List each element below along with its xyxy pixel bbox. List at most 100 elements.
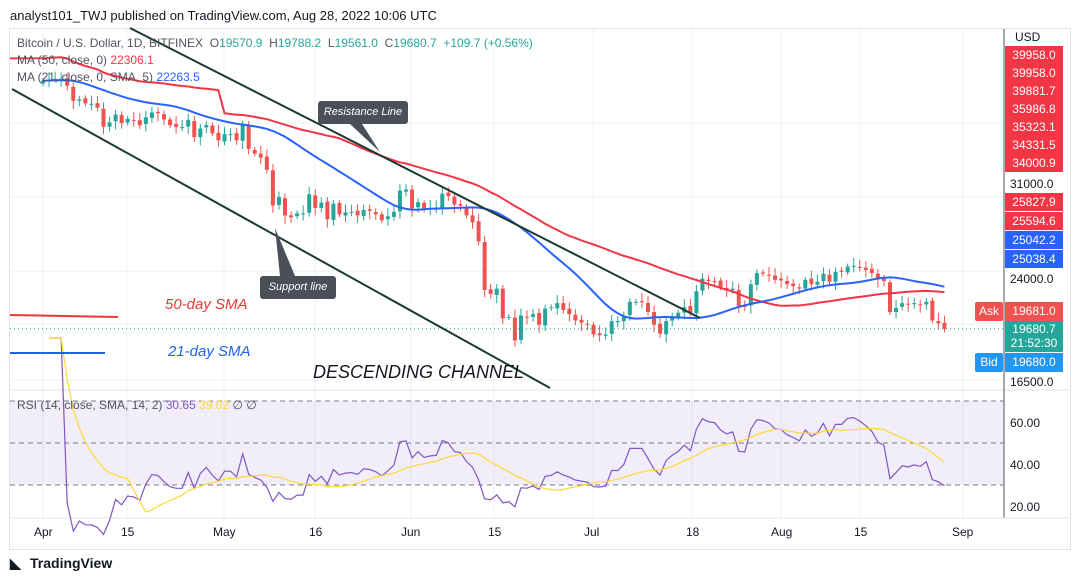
- time-tick: 15: [854, 525, 868, 539]
- candle: [531, 314, 536, 317]
- rsi-legend[interactable]: RSI (14, close, SMA, 14, 2) 30.65 39.02 …: [17, 398, 257, 412]
- candle: [942, 322, 947, 329]
- candle: [930, 300, 935, 321]
- candle: [234, 133, 239, 141]
- bid-price: 19680.0: [1005, 353, 1063, 372]
- resistance-line-callout[interactable]: Resistance Line: [318, 101, 408, 124]
- candle: [936, 321, 941, 324]
- candle: [549, 307, 554, 309]
- candle: [440, 193, 445, 208]
- candle: [525, 316, 529, 318]
- candle: [827, 274, 832, 282]
- ma50-legend[interactable]: MA (50, close, 0) 22306.1: [17, 53, 154, 67]
- candle: [833, 271, 838, 282]
- low-label: L: [327, 36, 335, 50]
- descending-channel-annotation[interactable]: DESCENDING CHANNEL: [313, 362, 525, 382]
- candle: [373, 212, 378, 215]
- rsi-tick: 20.00: [1010, 500, 1041, 514]
- low-value: 19561.0: [334, 36, 378, 50]
- ma21-value: 22263.5: [156, 70, 200, 84]
- resistance-trendline: [129, 27, 701, 319]
- candle: [621, 316, 626, 322]
- candle: [585, 323, 590, 325]
- candle: [785, 281, 790, 285]
- rsi-value: 30.65: [165, 398, 196, 412]
- candle: [639, 301, 644, 303]
- candle: [591, 324, 596, 335]
- candle: [718, 280, 723, 288]
- candle: [815, 281, 820, 285]
- candle: [228, 134, 233, 136]
- time-tick: Aug: [771, 525, 793, 539]
- candle: [760, 272, 765, 274]
- candle: [416, 202, 421, 208]
- candle: [646, 302, 650, 313]
- chart-frame: [9, 28, 1071, 550]
- candle: [210, 125, 215, 134]
- candle: [385, 216, 390, 220]
- time-tick: Sep: [952, 525, 974, 539]
- open-value: 19570.9: [219, 36, 263, 50]
- candle: [573, 314, 578, 321]
- ma50-label: MA (50, close, 0): [17, 53, 108, 67]
- candle: [912, 303, 917, 305]
- candle: [83, 98, 88, 104]
- candle: [561, 303, 566, 310]
- tradingview-logo[interactable]: ◣ TradingView: [10, 555, 112, 572]
- ma-price-label: 34331.5: [1005, 136, 1063, 154]
- candle: [343, 212, 348, 216]
- published-header: analyst101_TWJ published on TradingView.…: [10, 8, 437, 23]
- candle: [391, 211, 396, 217]
- candle: [875, 273, 880, 280]
- candle: [809, 278, 814, 285]
- ma-price-label: 39958.0: [1005, 64, 1063, 82]
- sma50-annotation[interactable]: 50-day SMA: [165, 296, 248, 313]
- candle: [155, 111, 160, 114]
- support-trendline: [11, 88, 551, 389]
- candle: [888, 282, 892, 313]
- candle: [567, 308, 572, 315]
- candle: [633, 301, 638, 303]
- candle: [924, 301, 929, 305]
- candle: [464, 206, 469, 216]
- candle: [240, 125, 245, 141]
- candle: [307, 194, 312, 213]
- candle: [773, 275, 778, 280]
- ma21-legend[interactable]: MA (21, close, 0, SMA, 5) 22263.5: [17, 70, 200, 84]
- candle: [71, 86, 76, 101]
- bar-countdown: 21:52:30: [1010, 336, 1058, 350]
- candle: [295, 213, 300, 217]
- candle: [627, 301, 632, 316]
- candle: [264, 156, 269, 170]
- rsi-sma-value: 39.02: [199, 398, 230, 412]
- candle: [476, 221, 481, 242]
- sma50-legend-line: [9, 314, 119, 318]
- candle: [65, 78, 70, 86]
- candle: [863, 267, 868, 271]
- time-tick: Apr: [34, 525, 53, 539]
- candle: [77, 99, 82, 101]
- candle: [712, 281, 717, 283]
- change-value: +109.7 (+0.56%): [443, 36, 533, 50]
- ask-price: 19681.0: [1005, 302, 1063, 321]
- brand-name: TradingView: [30, 555, 113, 571]
- symbol-name: Bitcoin / U.S. Dollar, 1D, BITFINEX: [17, 36, 204, 50]
- open-label: O: [209, 36, 220, 50]
- ma-price-label: 25594.6: [1005, 212, 1063, 230]
- candle: [168, 119, 173, 126]
- candle: [349, 211, 354, 213]
- candle: [857, 266, 862, 268]
- ma-price-label: 35323.1: [1005, 118, 1063, 136]
- price-tick: 16500.0: [1010, 375, 1054, 389]
- candle: [137, 120, 142, 126]
- ma-price-label: 34000.9: [1005, 154, 1063, 172]
- candle: [670, 316, 675, 321]
- candle: [397, 190, 402, 212]
- candle: [488, 289, 493, 294]
- support-line-callout[interactable]: Support line: [260, 276, 336, 299]
- sma21-annotation[interactable]: 21-day SMA: [168, 343, 251, 360]
- ma50-line: [9, 56, 945, 307]
- ma-price-label: 35986.8: [1005, 100, 1063, 118]
- candle: [736, 289, 741, 306]
